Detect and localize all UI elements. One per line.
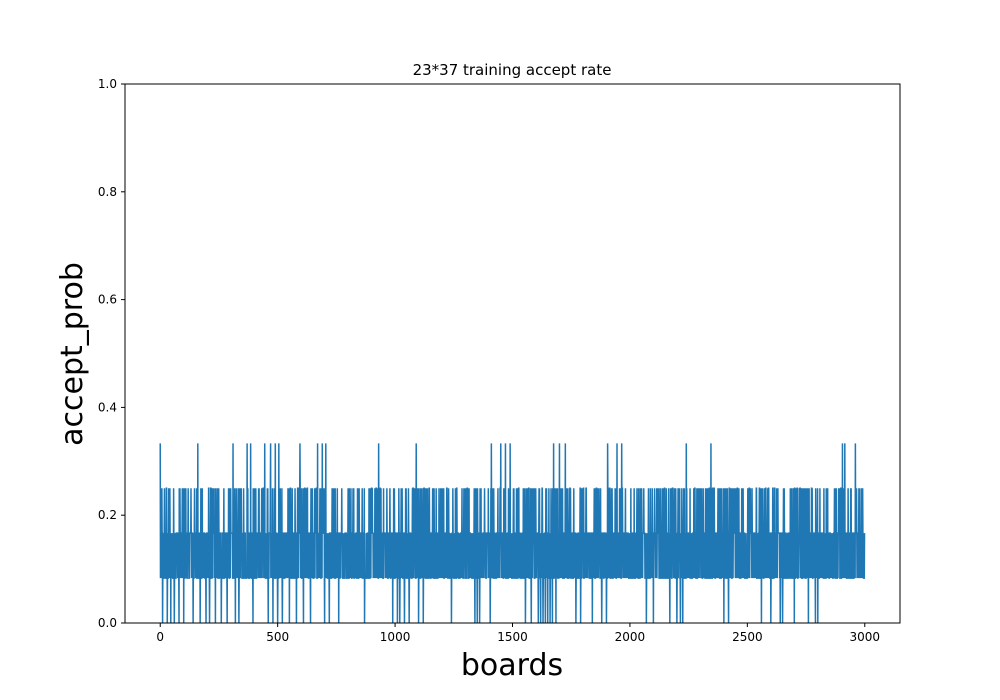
series-line — [159, 443, 866, 624]
x-tick-label: 2000 — [615, 630, 646, 644]
x-tick-label: 2500 — [732, 630, 763, 644]
y-tick-label: 0.8 — [98, 185, 117, 199]
x-axis-label: boards — [461, 648, 563, 683]
y-tick-label: 0.2 — [98, 508, 117, 522]
x-tick-label: 500 — [266, 630, 289, 644]
chart-title: 23*37 training accept rate — [413, 61, 612, 79]
x-tick-label: 0 — [156, 630, 164, 644]
y-tick-label: 0.0 — [98, 616, 117, 630]
x-tick-label: 1000 — [380, 630, 411, 644]
y-tick-label: 0.4 — [98, 400, 117, 414]
y-tick-label: 0.6 — [98, 293, 117, 307]
y-tick-label: 1.0 — [98, 77, 117, 91]
x-tick-label: 3000 — [849, 630, 880, 644]
x-tick-label: 1500 — [497, 630, 528, 644]
ticks-layer: 0 500 1000 1500 2000 2500 3000 0.0 0.2 0.4 0.6 0.8 1… — [98, 77, 880, 644]
y-axis-label: accept_prob — [55, 262, 90, 446]
series-layer — [159, 443, 866, 624]
